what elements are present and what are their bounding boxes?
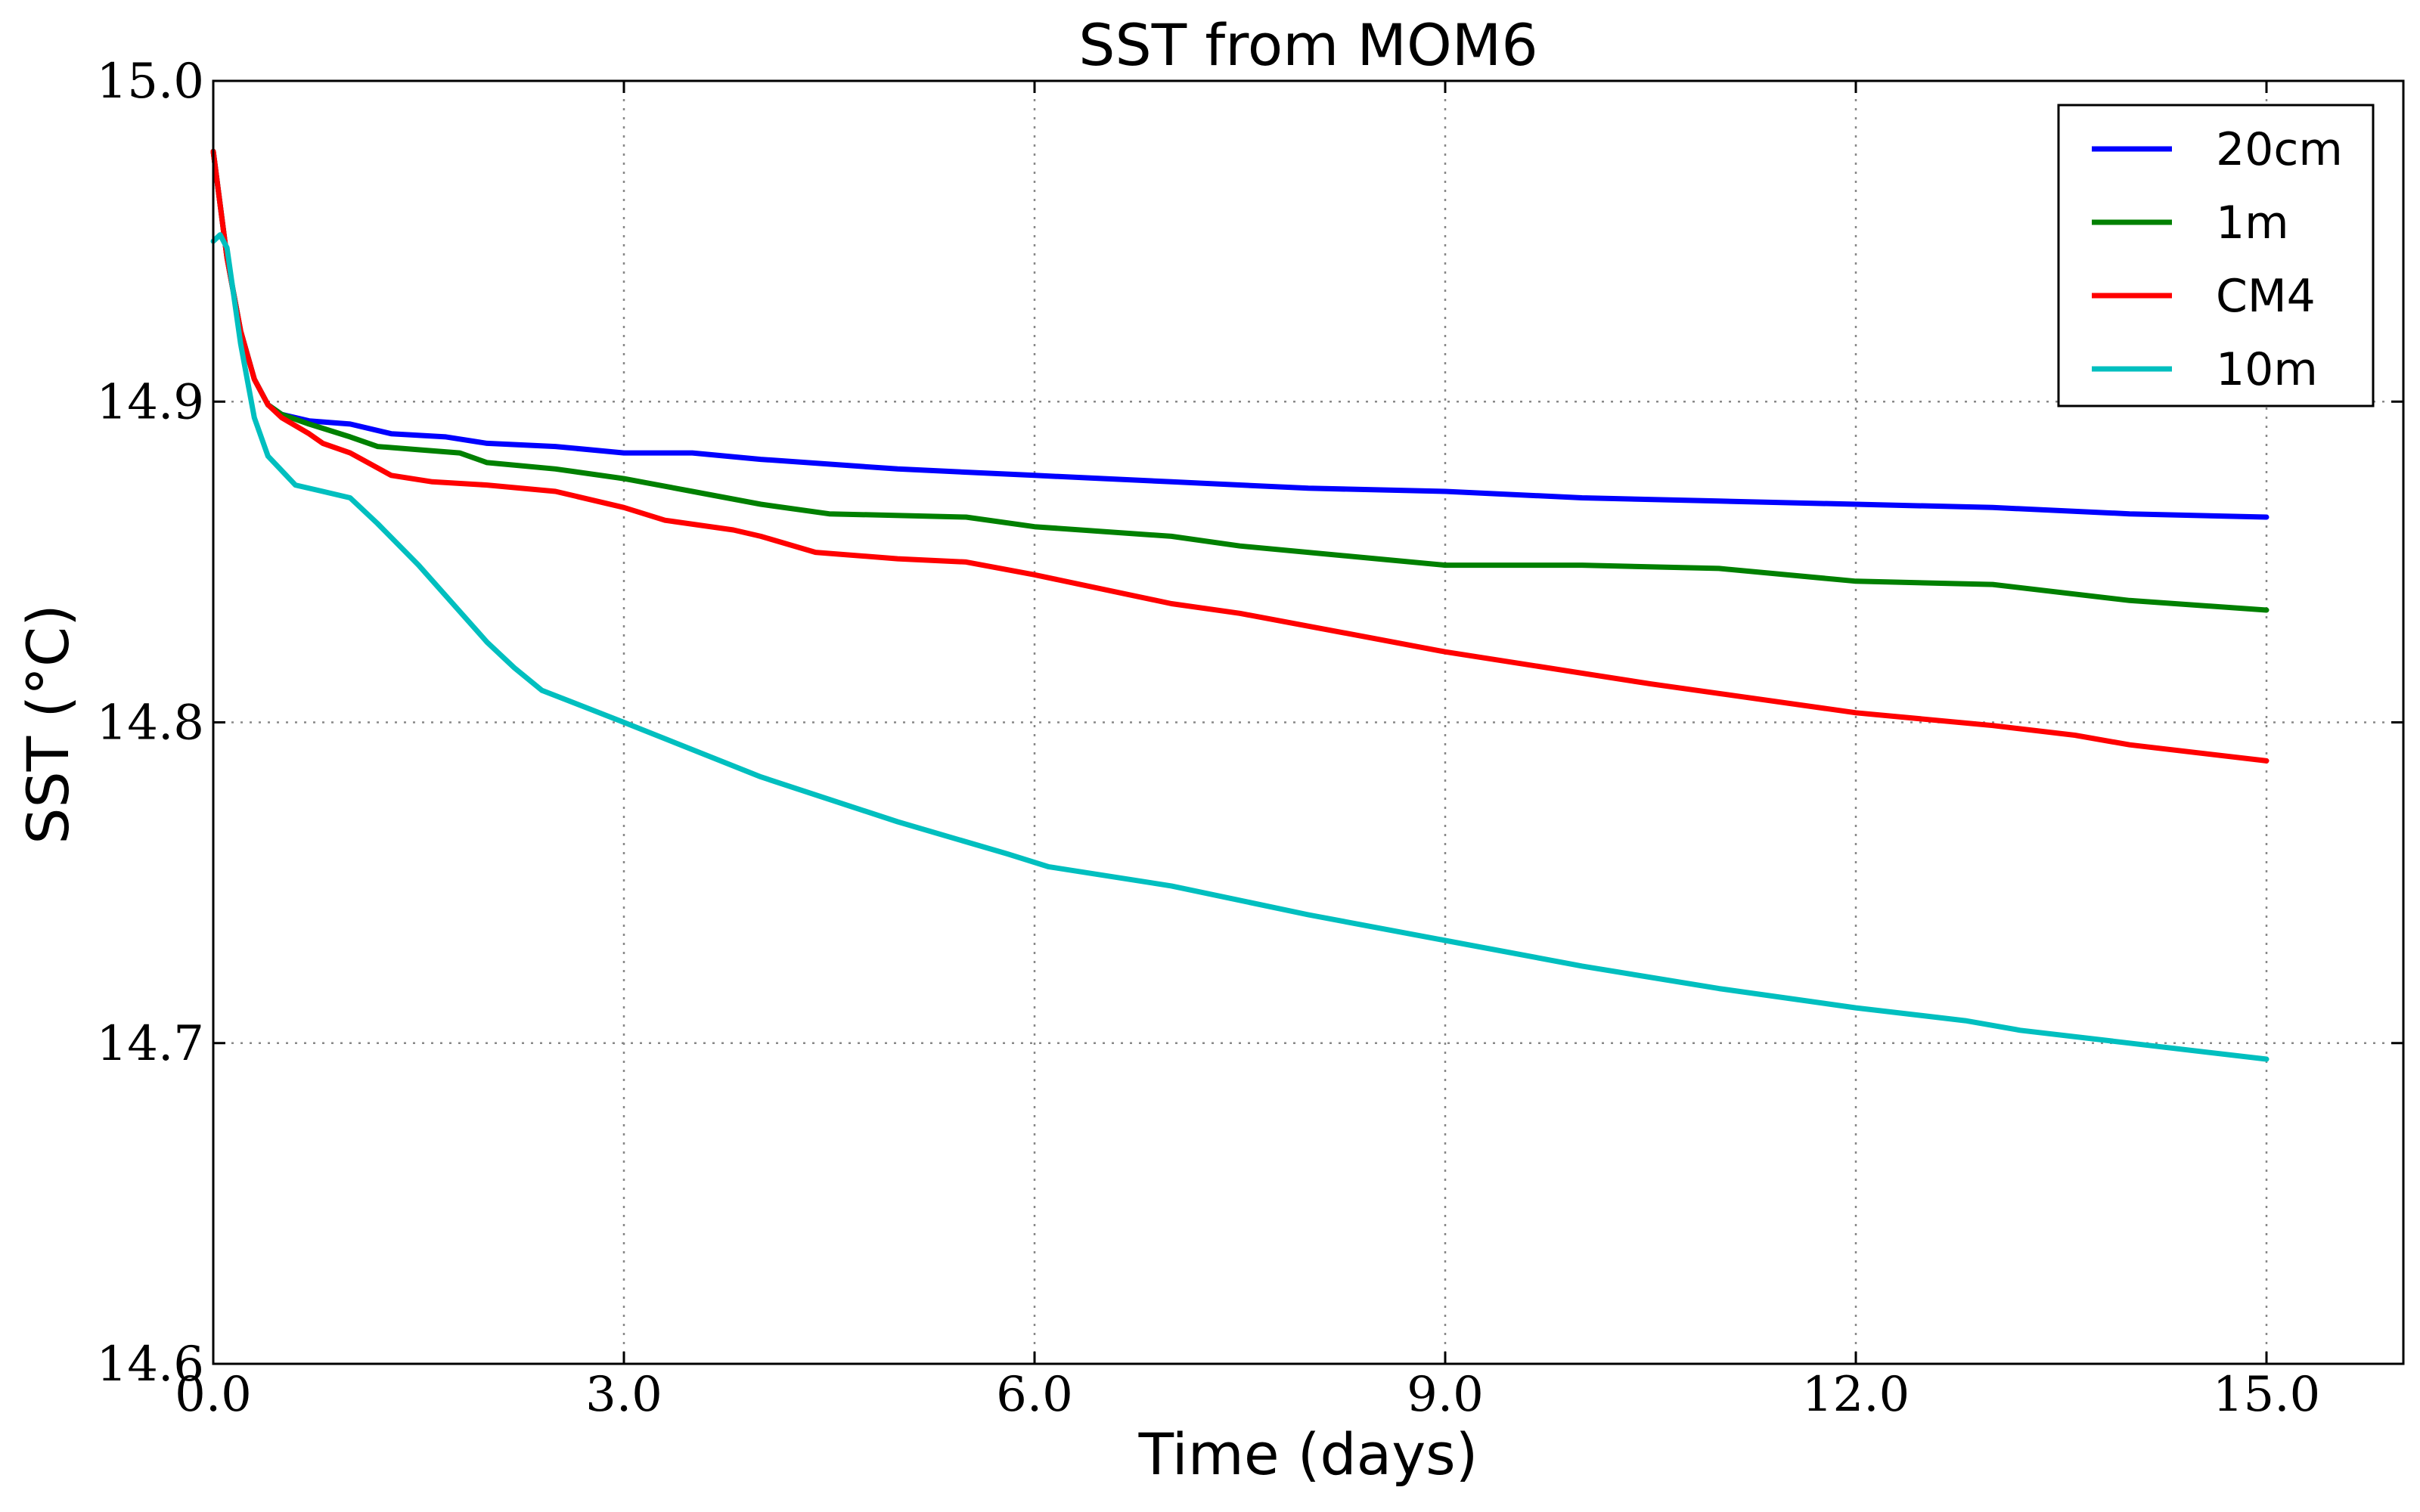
y-tick-label: 14.6 (97, 1337, 205, 1393)
x-tick-labels: 0.0 3.0 6.0 9.0 12.0 15.0 (175, 1367, 2320, 1423)
x-tick-label: 6.0 (996, 1367, 1073, 1423)
y-tick-label: 14.9 (97, 374, 205, 430)
x-tick-label: 3.0 (585, 1367, 662, 1423)
y-tick-label: 14.8 (97, 696, 205, 751)
series-line-CM4 (210, 148, 2270, 764)
x-tick-label: 9.0 (1407, 1367, 1484, 1423)
x-tick-label: 0.0 (175, 1367, 252, 1423)
plot-frame (212, 79, 2405, 1365)
x-tick-label: 15.0 (2213, 1367, 2321, 1423)
x-axis-label: Time (days) (1138, 1421, 1478, 1488)
series-lines (210, 148, 2270, 1062)
y-axis-label: SST (°C) (14, 604, 82, 844)
series-line-10m (210, 232, 2270, 1062)
legend-box (2057, 104, 2375, 407)
legend: 20cm 1m CM4 10m (2057, 104, 2375, 407)
x-tick-label: 12.0 (1802, 1367, 1910, 1423)
legend-label-10m: 10m (2216, 343, 2318, 396)
y-tick-label: 15.0 (97, 54, 205, 110)
y-tick-labels: 14.6 14.7 14.8 14.9 15.0 (97, 54, 205, 1393)
legend-label-20cm: 20cm (2216, 123, 2343, 176)
legend-label-1m: 1m (2216, 197, 2289, 249)
y-tick-label: 14.7 (97, 1016, 205, 1072)
legend-label-CM4: CM4 (2216, 270, 2316, 323)
chart-title: SST from MOM6 (1078, 11, 1537, 79)
